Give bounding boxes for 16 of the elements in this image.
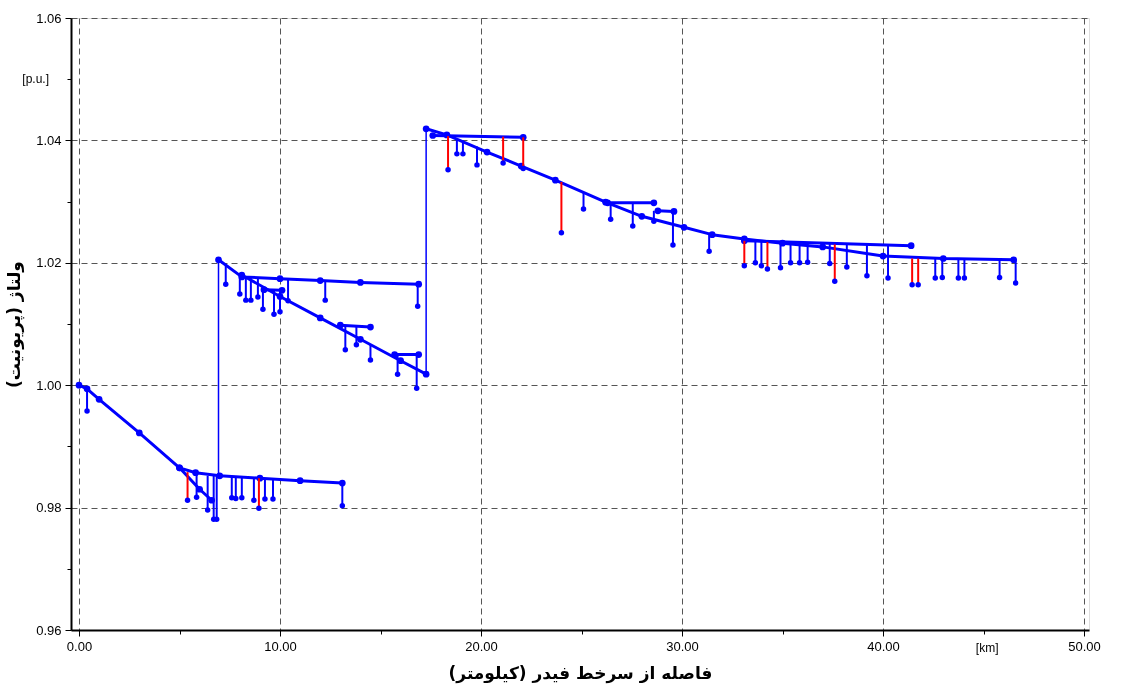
y-tick-label: 0.98 bbox=[36, 500, 62, 516]
x-axis-title: فاصله از سرخط فیدر (کیلومتر) bbox=[448, 662, 713, 684]
x-tick-label: 10.00 bbox=[264, 638, 297, 654]
x-tick-label: 30.00 bbox=[666, 638, 699, 654]
y-tick-label: 1.02 bbox=[36, 255, 62, 271]
y-tick-label: 1.06 bbox=[36, 10, 62, 26]
y-tick-label: 1.04 bbox=[36, 132, 62, 148]
text: [p.u.] bbox=[22, 72, 49, 87]
x-tick-label: 40.00 bbox=[867, 638, 900, 654]
text: [km] bbox=[975, 641, 999, 655]
x-tick-label: 0.00 bbox=[66, 638, 93, 654]
y-tick-label: 0.96 bbox=[36, 622, 62, 638]
x-tick-label: 20.00 bbox=[465, 638, 498, 654]
y-axis-title: ولتاژ (پریونیت) bbox=[4, 261, 26, 388]
x-tick-label: 50.00 bbox=[1068, 638, 1101, 654]
y-tick-label: 1.00 bbox=[36, 377, 62, 393]
